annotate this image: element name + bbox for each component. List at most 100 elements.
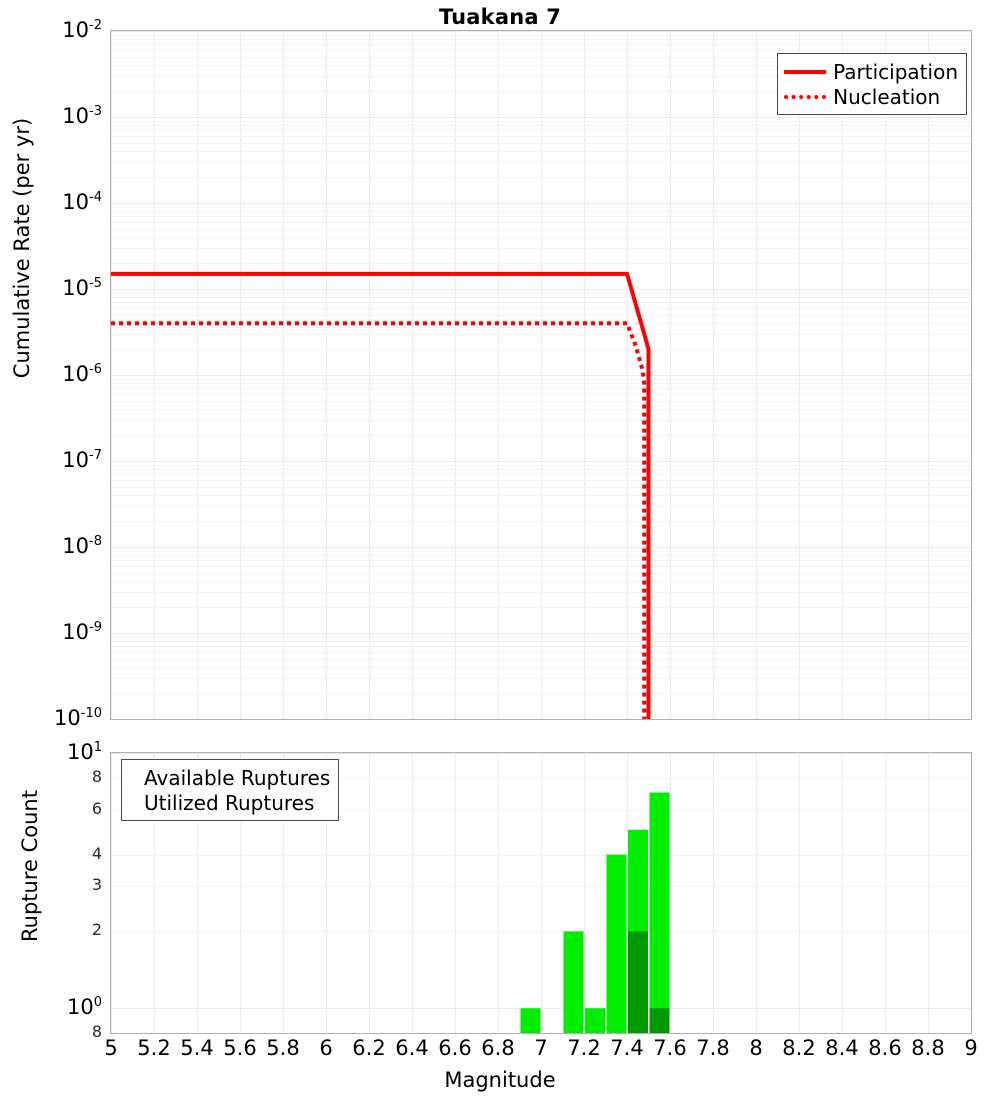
gridline <box>584 753 585 1033</box>
gridline <box>111 39 971 41</box>
y-axis-label-top: Cumulative Rate (per yr) <box>10 117 34 379</box>
gridline <box>111 323 971 325</box>
participation-line-swatch <box>784 69 827 74</box>
x-tick-label: 7.4 <box>610 1036 644 1060</box>
gridline <box>111 203 971 204</box>
gridline <box>111 302 971 304</box>
gridline <box>111 314 971 316</box>
legend-item-nucleation: Nucleation <box>784 84 958 109</box>
x-tick-label: 5.4 <box>180 1036 214 1060</box>
gridline <box>111 464 971 466</box>
bar-utilized-rupture <box>628 931 648 1033</box>
mfd-curves <box>111 271 651 719</box>
gridline <box>111 931 971 933</box>
gridline <box>111 461 971 462</box>
gridline <box>111 394 971 396</box>
gridline <box>713 753 714 1033</box>
gridline <box>111 658 971 660</box>
y-tick-label-bottom-minor: 8 <box>91 1022 102 1041</box>
gridline <box>111 560 971 562</box>
bar-available-rupture <box>606 854 627 1033</box>
gridline <box>111 297 971 299</box>
gridline <box>799 753 800 1033</box>
gridline <box>111 474 971 476</box>
gridline <box>111 228 971 230</box>
legend-top: Participation Nucleation <box>777 53 967 115</box>
bar-available-rupture <box>585 1008 605 1033</box>
gridline <box>111 237 971 239</box>
bar-available-rupture <box>520 1008 541 1033</box>
page-title: Tuakana 7 <box>438 5 562 29</box>
curve-participation <box>111 271 651 719</box>
gridline <box>111 419 971 421</box>
gridline <box>498 753 499 1033</box>
gridline <box>111 333 971 335</box>
legend-item-available-ruptures: Available Ruptures <box>128 765 330 790</box>
gridline <box>971 31 972 719</box>
gridline <box>111 505 971 507</box>
x-tick-label: 5 <box>104 1036 118 1060</box>
y-tick-label-top: 10-5 <box>62 276 102 300</box>
y-tick-label-top: 10-9 <box>62 620 102 644</box>
gridline <box>111 667 971 669</box>
gridline <box>111 308 971 310</box>
gridline <box>111 216 971 218</box>
curve-nucleation <box>111 321 647 719</box>
y-tick-label-bottom: 101 <box>66 740 102 764</box>
gridline <box>240 753 241 1033</box>
legend-label: Nucleation <box>833 84 941 109</box>
gridline <box>111 555 971 557</box>
y-tick-label-top: 10-8 <box>62 534 102 558</box>
y-tick-label-bottom-minor: 6 <box>91 798 102 818</box>
x-tick-label: 6.2 <box>352 1036 386 1060</box>
gridline <box>111 44 971 46</box>
gridline <box>111 581 971 583</box>
gridline <box>111 388 971 390</box>
x-tick-label: 5.2 <box>137 1036 171 1060</box>
gridline <box>369 753 370 1033</box>
gridline <box>111 486 971 488</box>
y-tick-label-bottom-minor: 8 <box>91 766 102 786</box>
gridline <box>111 383 971 385</box>
y-tick-label-bottom: 100 <box>66 995 102 1020</box>
gridline <box>111 550 971 552</box>
y-tick-label-top: 10-7 <box>62 448 102 472</box>
gridline <box>111 495 971 497</box>
gridline <box>111 289 971 290</box>
gridline <box>111 378 971 380</box>
gridline <box>111 151 971 153</box>
gridline <box>283 753 284 1033</box>
mfd-plot-panel: Participation Nucleation <box>110 30 972 720</box>
x-tick-label: 7.8 <box>696 1036 730 1060</box>
gridline <box>111 646 971 648</box>
gridline <box>111 136 971 138</box>
gridline <box>111 607 971 609</box>
x-tick-label: 8 <box>749 1036 763 1060</box>
gridline <box>111 480 971 482</box>
gridline <box>111 886 971 888</box>
y-tick-label-bottom-minor: 2 <box>91 920 102 940</box>
y-tick-label-top: 10-10 <box>54 706 102 730</box>
gridline <box>154 753 155 1033</box>
gridline <box>111 142 971 144</box>
gridline <box>111 719 971 720</box>
gridline <box>111 211 971 213</box>
y-tick-label-bottom-minor: 3 <box>91 875 102 895</box>
x-tick-label: 8.2 <box>782 1036 816 1060</box>
legend-label: Participation <box>833 59 958 84</box>
gridline <box>111 777 971 779</box>
gridline <box>111 177 971 179</box>
gridline <box>928 753 929 1033</box>
x-tick-label: 8.8 <box>911 1036 945 1060</box>
rupture-count-panel: Available Ruptures Utilized Ruptures <box>110 752 972 1034</box>
gridline <box>111 854 971 856</box>
nucleation-line-swatch <box>784 94 827 99</box>
gridline <box>111 572 971 574</box>
x-tick-label: 8.4 <box>825 1036 859 1060</box>
gridline <box>197 753 198 1033</box>
gridline <box>111 677 971 679</box>
gridline <box>111 753 112 1033</box>
gridline <box>111 247 971 249</box>
x-tick-label: 8.6 <box>868 1036 902 1060</box>
